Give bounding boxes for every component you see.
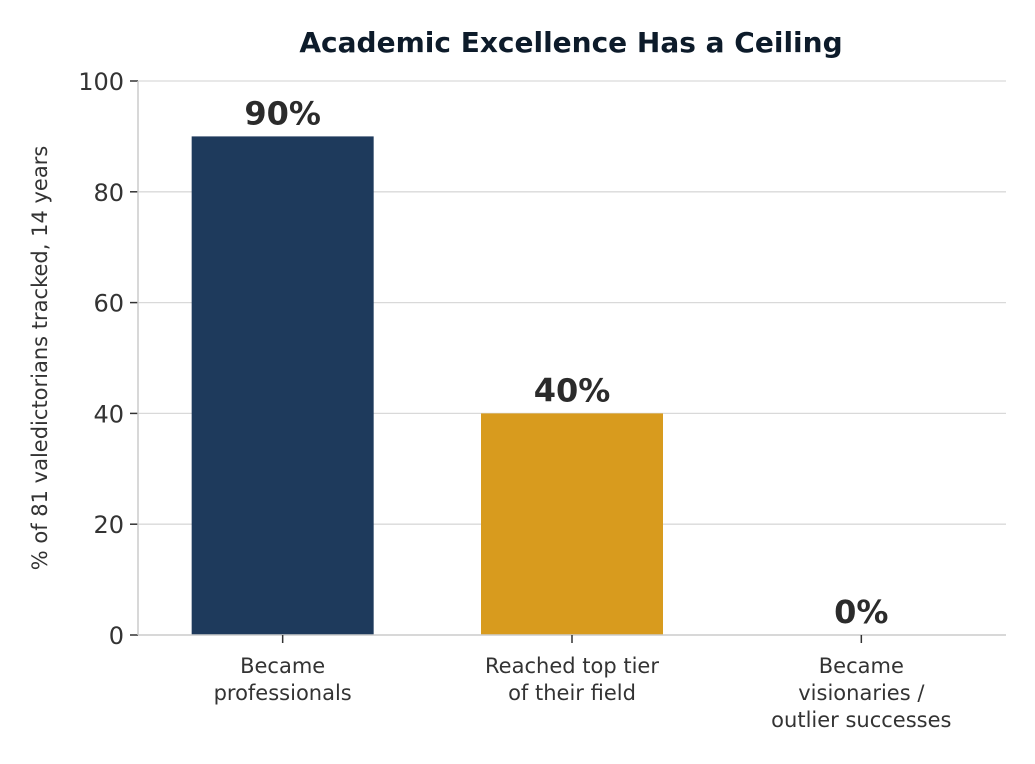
bar	[481, 413, 663, 635]
y-tick-label: 20	[93, 511, 124, 539]
x-tick-label-line: outlier successes	[771, 708, 951, 732]
x-tick-label: Became professionals	[214, 654, 352, 705]
x-tick-label-line: of their field	[508, 681, 636, 705]
y-tick-label: 80	[93, 179, 124, 207]
x-tick-label-line: Became	[240, 654, 325, 678]
bar	[191, 136, 374, 635]
bars	[191, 136, 663, 635]
x-tick-label-line: visionaries /	[798, 681, 925, 705]
x-tick-label-line: Became	[819, 654, 904, 678]
data-label: 90%	[244, 94, 321, 132]
y-tick-label: 100	[78, 68, 124, 96]
data-labels: 90% 40% 0%	[244, 94, 888, 631]
y-tick-label: 60	[93, 290, 124, 318]
y-tick-label: 40	[93, 400, 124, 428]
x-tick-label: Reached top tier of their field	[485, 654, 659, 705]
x-tick-label-line: professionals	[214, 681, 352, 705]
axes: 0 20 40 60 80 100 Became professionals Reached t…	[78, 68, 1006, 732]
x-tick-label-line: Reached top tier	[485, 654, 659, 678]
y-tick-label: 0	[109, 622, 124, 650]
chart-title: Academic Excellence Has a Ceiling	[299, 26, 842, 59]
data-label: 40%	[534, 371, 611, 409]
y-axis-label: % of 81 valedictorians tracked, 14 years	[28, 146, 52, 571]
x-tick-label: Became visionaries / outlier successes	[771, 654, 951, 732]
data-label: 0%	[834, 593, 888, 631]
